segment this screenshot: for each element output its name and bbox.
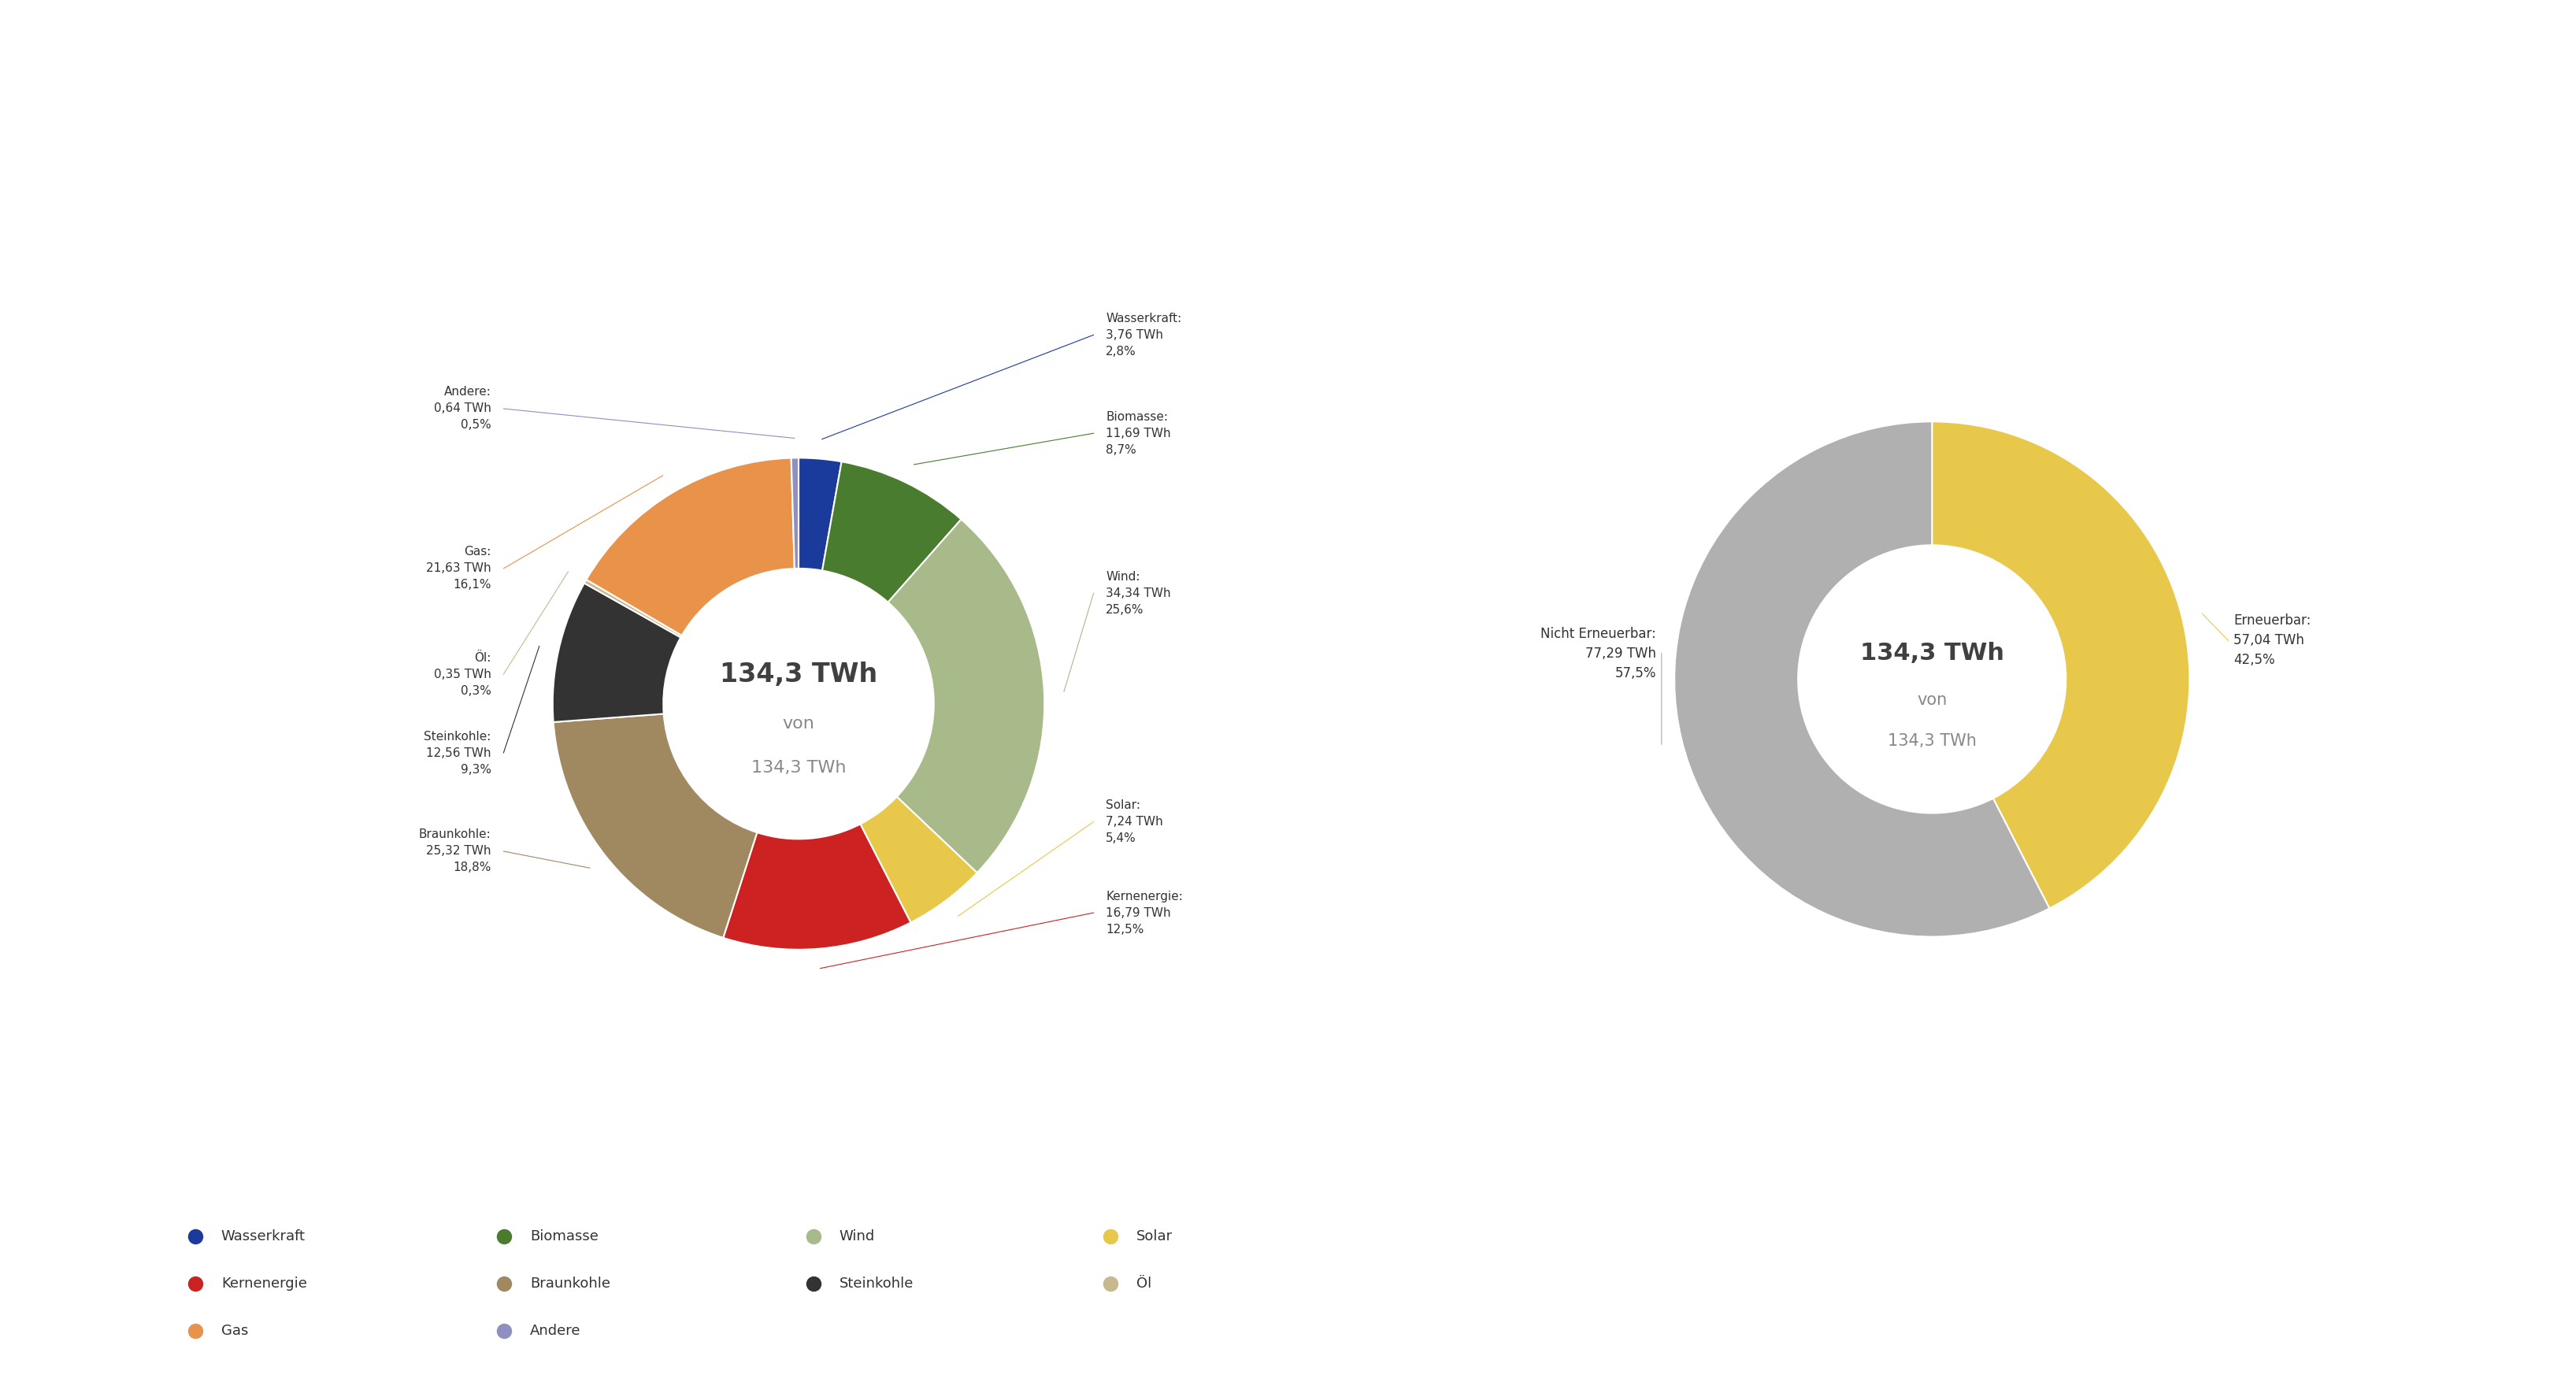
Text: Gas: Gas (222, 1324, 247, 1337)
Text: Kernenergie:
16,79 TWh
12,5%: Kernenergie: 16,79 TWh 12,5% (1105, 890, 1182, 936)
Text: Steinkohle: Steinkohle (840, 1277, 914, 1290)
Text: Solar:
7,24 TWh
5,4%: Solar: 7,24 TWh 5,4% (1105, 800, 1164, 844)
Text: Nicht Erneuerbar:
77,29 TWh
57,5%: Nicht Erneuerbar: 77,29 TWh 57,5% (1540, 626, 1656, 681)
Text: Steinkohle:
12,56 TWh
9,3%: Steinkohle: 12,56 TWh 9,3% (425, 730, 492, 775)
Text: 134,3 TWh: 134,3 TWh (752, 760, 845, 776)
Text: Andere: Andere (531, 1324, 582, 1337)
Wedge shape (799, 457, 842, 571)
Text: Andere:
0,64 TWh
0,5%: Andere: 0,64 TWh 0,5% (433, 387, 492, 431)
Text: Biomasse: Biomasse (531, 1229, 598, 1243)
Text: Wind:
34,34 TWh
25,6%: Wind: 34,34 TWh 25,6% (1105, 571, 1172, 615)
Text: Braunkohle: Braunkohle (531, 1277, 611, 1290)
Text: Öl:
0,35 TWh
0,3%: Öl: 0,35 TWh 0,3% (433, 651, 492, 697)
Text: 134,3 TWh: 134,3 TWh (1888, 733, 1976, 748)
Text: Solar: Solar (1136, 1229, 1172, 1243)
Wedge shape (791, 457, 799, 568)
Text: Biomasse:
11,69 TWh
8,7%: Biomasse: 11,69 TWh 8,7% (1105, 410, 1172, 456)
Text: Öl: Öl (1136, 1277, 1151, 1290)
Wedge shape (822, 462, 961, 603)
Wedge shape (587, 457, 793, 635)
Wedge shape (889, 520, 1043, 873)
Text: 134,3 TWh: 134,3 TWh (719, 661, 878, 687)
Wedge shape (1932, 421, 2190, 908)
Wedge shape (860, 797, 976, 923)
Text: von: von (783, 715, 814, 732)
Text: Erneuerbar:
57,04 TWh
42,5%: Erneuerbar: 57,04 TWh 42,5% (2233, 614, 2311, 667)
Text: Wasserkraft: Wasserkraft (222, 1229, 307, 1243)
Text: Kernenergie: Kernenergie (222, 1277, 307, 1290)
Text: Braunkohle:
25,32 TWh
18,8%: Braunkohle: 25,32 TWh 18,8% (420, 829, 492, 873)
Text: Wind: Wind (840, 1229, 876, 1243)
Wedge shape (585, 579, 683, 638)
Wedge shape (724, 825, 912, 949)
Wedge shape (1674, 421, 2050, 937)
Wedge shape (554, 714, 757, 938)
Text: Wasserkraft:
3,76 TWh
2,8%: Wasserkraft: 3,76 TWh 2,8% (1105, 312, 1182, 358)
Text: Gas:
21,63 TWh
16,1%: Gas: 21,63 TWh 16,1% (425, 546, 492, 590)
Text: 134,3 TWh: 134,3 TWh (1860, 642, 2004, 665)
Text: von: von (1917, 692, 1947, 708)
Wedge shape (554, 584, 680, 722)
